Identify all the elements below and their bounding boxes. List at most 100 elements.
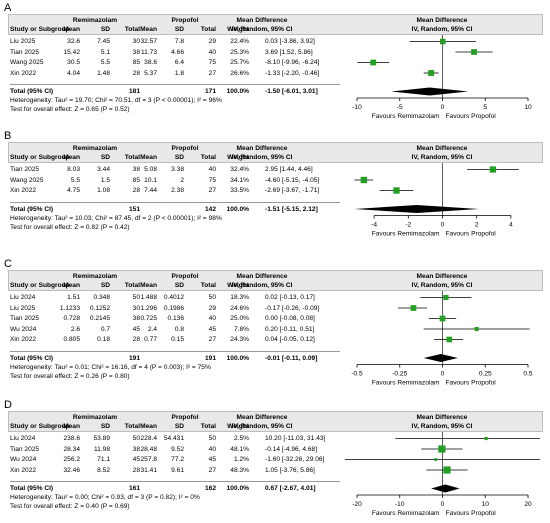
total2-header: Total: [200, 282, 216, 289]
total2-cell: 27: [208, 336, 216, 343]
sd2-cell: 0.136: [167, 315, 184, 322]
separator-line: [10, 481, 340, 482]
panel-label: B: [4, 130, 12, 142]
x-tick-label: 10: [524, 104, 532, 111]
group1-header: Remimazolam: [72, 414, 118, 421]
mean2-cell: 28.48: [140, 445, 157, 453]
study-marker: [439, 38, 446, 45]
total2-cell: 27: [208, 187, 216, 194]
study-name: Liu 2024: [10, 435, 36, 442]
study-name: Wang 2025: [10, 176, 44, 184]
panel-c: C Remimazolam Propofol Mean Difference Mean …: [0, 256, 550, 387]
group2-header: Propofol: [171, 145, 199, 152]
study-marker: [393, 187, 400, 194]
mean2-cell: 10.1: [144, 176, 157, 184]
pooled-diamond: [354, 205, 479, 213]
sd2-cell: 1.8: [174, 69, 184, 77]
sd2-cell: 0.15: [171, 336, 184, 343]
total1-cell: 50: [132, 435, 140, 442]
sd2-cell: 0.1986: [163, 304, 184, 312]
ci-cell: -2.69 [-3.67, -1.71]: [265, 187, 320, 194]
sd1-cell: 71.1: [97, 456, 110, 463]
md-method-header-forest: IV, Random, 95% CI: [411, 282, 473, 289]
weight-cell: 25.7%: [230, 59, 249, 66]
ci-cell: 0.04 [-0.05, 0.12]: [265, 336, 315, 343]
study-header: Study or Subgroup: [10, 423, 70, 430]
total2-header: Total: [200, 26, 216, 33]
total1-cell: 45: [132, 456, 140, 463]
sd2-cell: 9.61: [171, 466, 184, 474]
total-label: Total (95% CI): [10, 354, 54, 362]
mean1-header: Mean: [63, 282, 80, 289]
ci-cell: 0.00 [-0.08, 0.08]: [265, 315, 315, 322]
group2-header: Propofol: [171, 17, 199, 24]
total1-cell: 28: [132, 466, 140, 474]
md-method-header-forest: IV, Random, 95% CI: [411, 423, 473, 430]
x-tick-label: -0.25: [392, 371, 407, 378]
sd1-cell: 5.5: [100, 59, 110, 66]
total2-cell: 75: [208, 176, 216, 184]
weight-cell: 22.4%: [230, 38, 249, 45]
total1-cell: 28: [132, 336, 140, 343]
table-header: [8, 411, 543, 432]
favours-left-label: Favours Remimazolam: [372, 231, 440, 238]
total2-cell: 29: [208, 304, 216, 312]
total2-header: Total: [200, 154, 216, 161]
total2-cell: 75: [208, 59, 216, 66]
study-marker: [471, 49, 477, 55]
overall-effect-text: Test for overall effect: Z = 0.26 (P = 0…: [10, 372, 130, 380]
study-header: Study or Subgroup: [10, 154, 70, 161]
mean2-cell: 228.4: [140, 435, 157, 442]
mean1-cell: 0.728: [63, 315, 80, 322]
study-marker: [410, 305, 417, 311]
forest-plot-b: -4 -2 0 2 4 Favours Remimazolam Favours Propof…: [354, 163, 519, 238]
study-name: Liu 2025: [10, 304, 36, 312]
group1-header: Remimazolam: [72, 273, 118, 280]
ci-cell: 0.20 [-0.11, 0.51]: [265, 325, 315, 333]
weight-header: Weight: [227, 154, 249, 161]
sd2-cell: 0.4012: [163, 294, 184, 301]
favours-left-label: Favours Remimazolam: [372, 380, 440, 387]
mean2-cell: 2.4: [147, 325, 157, 333]
mean2-cell: 1.296: [140, 304, 157, 312]
panel-label: D: [4, 399, 12, 411]
weight-cell: 48.3%: [230, 466, 249, 474]
x-tick-label: 2: [475, 222, 479, 229]
mean1-cell: 30.5: [67, 59, 80, 66]
mean1-cell: 2.6: [70, 325, 80, 333]
sd2-cell: 3.38: [171, 166, 184, 173]
total1-cell: 161: [128, 485, 140, 492]
study-name: Liu 2025: [10, 38, 36, 45]
favours-left-label: Favours Remimazolam: [372, 510, 440, 517]
overall-effect-text: Test for overall effect: Z = 0.65 (P = 0…: [10, 106, 130, 113]
x-tick-label: 0: [441, 501, 445, 508]
sd2-cell: 6.4: [174, 59, 184, 66]
total-label: Total (95% CI): [10, 88, 54, 95]
total1-cell: 50: [132, 294, 140, 301]
sd2-cell: 4.66: [171, 48, 184, 56]
total1-cell: 85: [132, 59, 140, 66]
md-method-header: IV, Random, 95% CI: [231, 154, 293, 161]
weight-header: Weight: [227, 423, 249, 430]
mean1-cell: 1.1233: [59, 304, 80, 312]
study-marker: [434, 458, 438, 461]
sd1-header: SD: [100, 26, 110, 33]
total-weight-cell: 100.0%: [226, 485, 249, 492]
md-header-forest: Mean Difference: [416, 145, 468, 152]
total2-cell: 40: [208, 166, 216, 173]
sd1-cell: 3.44: [97, 166, 110, 173]
weight-header: Weight: [227, 26, 249, 33]
ci-cell: -1.60 [-32.26, 29.06]: [265, 456, 325, 463]
table-header: [8, 270, 543, 291]
md-header-forest: Mean Difference: [416, 273, 468, 280]
weight-cell: 34.1%: [230, 176, 249, 184]
weight-cell: 18.3%: [230, 294, 249, 301]
ci-cell: -4.60 [-5.15, -4.05]: [265, 176, 320, 184]
sd2-header: SD: [174, 26, 184, 33]
sd1-cell: 0.1252: [89, 304, 110, 312]
ci-cell: -0.17 [-0.26, -0.09]: [265, 304, 320, 312]
x-tick-label: -10: [352, 104, 362, 111]
sd2-cell: 2: [180, 176, 184, 184]
weight-header: Weight: [227, 282, 249, 289]
panel-label: A: [4, 2, 12, 14]
